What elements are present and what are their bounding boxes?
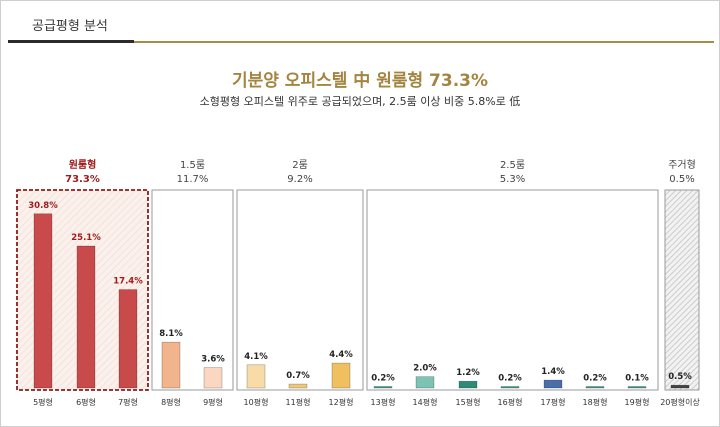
bar xyxy=(585,386,605,389)
bar xyxy=(500,386,520,389)
group-share-label: 9.2% xyxy=(287,174,312,185)
data-label: 8.1% xyxy=(159,329,183,339)
data-label: 3.6% xyxy=(201,355,225,365)
group-share-label: 73.3% xyxy=(65,174,100,185)
bar xyxy=(458,380,478,389)
x-tick-label: 5평형 xyxy=(33,397,53,407)
group-name-label: 2.5룸 xyxy=(500,159,525,171)
data-label: 17.4% xyxy=(113,277,143,287)
x-tick-label: 6평형 xyxy=(76,397,96,407)
x-tick-label: 20평형이상 xyxy=(660,397,700,407)
data-label: 0.7% xyxy=(286,371,310,381)
x-tick-label: 16평형 xyxy=(498,397,523,407)
bar xyxy=(76,245,96,389)
bar xyxy=(415,376,435,389)
data-label: 4.1% xyxy=(244,352,268,362)
x-tick-label: 17평형 xyxy=(541,397,566,407)
header-title: 공급평형 분석 xyxy=(32,19,108,34)
data-label: 0.5% xyxy=(668,372,692,382)
x-tick-label: 7평형 xyxy=(118,397,138,407)
x-tick-label: 18평형 xyxy=(583,397,608,407)
data-label: 0.2% xyxy=(371,374,395,384)
x-tick-label: 11평형 xyxy=(286,397,311,407)
group-share-label: 11.7% xyxy=(177,174,209,185)
group-box-2 xyxy=(236,189,364,391)
data-label: 1.4% xyxy=(541,367,565,377)
group-name-label: 2룸 xyxy=(292,159,308,171)
group-name-label: 주거형 xyxy=(668,159,696,171)
x-tick-label: 14평형 xyxy=(413,397,438,407)
bar xyxy=(161,341,181,389)
group-share-label: 0.5% xyxy=(669,174,694,185)
header-underline xyxy=(8,40,134,43)
group-box-4 xyxy=(664,189,700,391)
chart-title: 기분양 오피스텔 中 원룸형 73.3% xyxy=(231,71,489,91)
data-label: 1.2% xyxy=(456,368,480,378)
x-tick-label: 12평형 xyxy=(329,397,354,407)
bar xyxy=(118,289,138,389)
data-label: 30.8% xyxy=(28,201,58,211)
x-tick-label: 8평형 xyxy=(161,397,181,407)
group-box-3 xyxy=(366,189,659,391)
x-tick-label: 9평형 xyxy=(203,397,223,407)
bar xyxy=(203,367,223,389)
data-label: 0.2% xyxy=(583,374,607,384)
chart-subtitle: 소형평형 오피스텔 위주로 공급되었으며, 2.5룸 이상 비중 5.8%로 低 xyxy=(199,95,521,108)
bar xyxy=(288,383,308,389)
group-name-label: 원룸형 xyxy=(69,158,97,171)
data-label: 4.4% xyxy=(329,350,353,360)
data-label: 0.2% xyxy=(498,374,522,384)
bar xyxy=(543,379,563,389)
bar xyxy=(670,384,690,389)
x-tick-label: 13평형 xyxy=(371,397,396,407)
group-share-label: 5.3% xyxy=(500,174,525,185)
bar xyxy=(627,386,647,389)
header-rule xyxy=(134,41,714,43)
x-tick-label: 19평형 xyxy=(625,397,650,407)
data-label: 25.1% xyxy=(71,233,101,243)
x-tick-label: 10평형 xyxy=(244,397,269,407)
data-label: 2.0% xyxy=(413,364,437,374)
bar xyxy=(373,386,393,389)
x-tick-label: 15평형 xyxy=(456,397,481,407)
bar xyxy=(331,362,351,389)
bar xyxy=(33,213,53,389)
bar xyxy=(246,364,266,389)
group-name-label: 1.5룸 xyxy=(180,159,205,171)
data-label: 0.1% xyxy=(625,374,649,384)
